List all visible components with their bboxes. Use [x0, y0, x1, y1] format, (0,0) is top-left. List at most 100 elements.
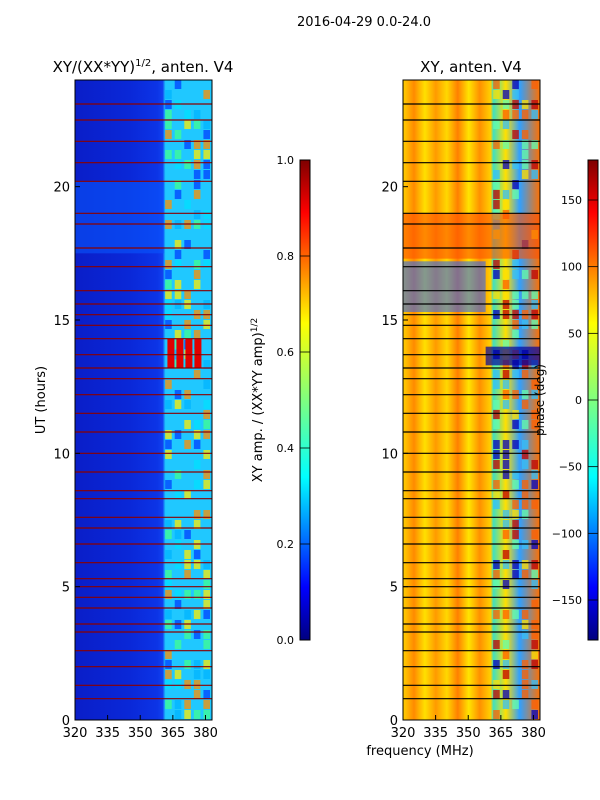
amp-texture-cell: [193, 330, 201, 339]
phase-texture-cell: [512, 410, 519, 419]
amp-texture-cell: [174, 680, 182, 689]
phase-texture-cell: [521, 160, 529, 169]
amp-texture-cell: [174, 520, 182, 529]
phase-texture-cell: [502, 470, 510, 479]
amp-colorbar-tick-label: 1.0: [277, 154, 295, 167]
amp-texture-cell: [203, 480, 210, 489]
phase-y-tick-label: 15: [381, 314, 398, 329]
amp-y-tick-label: 0: [62, 714, 70, 729]
amplitude-high-cell: [176, 338, 184, 368]
amplitude-panel-title: XY/(XX*YY)1/2, anten. V4: [53, 58, 234, 76]
phase-texture-cell: [521, 270, 529, 279]
amp-texture-cell: [184, 160, 191, 169]
amp-texture-cell: [193, 560, 201, 569]
amp-texture-cell: [193, 670, 201, 679]
amp-texture-cell: [174, 530, 182, 539]
amp-texture-cell: [174, 180, 182, 189]
phase-x-tick-label: 350: [456, 726, 481, 741]
phase-texture-cell: [531, 640, 538, 649]
phase-texture-cell: [531, 710, 538, 719]
amp-texture-cell: [193, 660, 201, 669]
amp-texture-cell: [193, 510, 201, 519]
amp-texture-cell: [174, 260, 182, 269]
amp-texture-cell: [165, 260, 172, 269]
phase-texture-cell: [502, 270, 510, 279]
amp-texture-cell: [165, 610, 172, 619]
phase-texture-cell: [493, 370, 500, 379]
phase-texture-cell: [531, 630, 538, 639]
phase-texture-cell: [512, 190, 519, 199]
amp-texture-cell: [184, 680, 191, 689]
amp-texture-cell: [193, 440, 201, 449]
amp-texture-cell: [165, 680, 172, 689]
amp-texture-cell: [193, 690, 201, 699]
amp-texture-cell: [203, 580, 210, 589]
phase-y-tick-label: 0: [390, 714, 398, 729]
amp-texture-cell: [203, 430, 210, 439]
amp-texture-cell: [184, 550, 191, 559]
phase-x-tick-label: 320: [391, 726, 416, 741]
phase-texture-cell: [493, 90, 500, 99]
phase-texture-cell: [512, 420, 519, 429]
amp-texture-cell: [203, 160, 210, 169]
amp-colorbar-tick-label: 0.8: [277, 250, 295, 263]
phase-texture-cell: [502, 580, 510, 589]
phase-texture-cell: [502, 520, 510, 529]
phase-y-ticks: 0 5 10 15 20: [381, 181, 408, 729]
amp-texture-cell: [184, 120, 191, 129]
phase-texture-cell: [512, 260, 519, 269]
phase-texture-cell: [531, 500, 538, 509]
phase-texture-cell: [512, 80, 519, 89]
amp-y-tick-label: 10: [53, 447, 70, 462]
amplitude-x-ticks: 320 335 350 365 380: [63, 715, 218, 741]
phase-y-tick-label: 10: [381, 447, 398, 462]
phase-texture-cell: [502, 650, 510, 659]
amp-texture-cell: [193, 210, 201, 219]
phase-texture-cell: [502, 700, 510, 709]
phase-texture-cell: [493, 410, 500, 419]
phase-texture-cell: [493, 380, 500, 389]
amp-texture-cell: [184, 140, 191, 149]
amp-texture-cell: [184, 710, 191, 719]
amp-texture-cell: [193, 120, 201, 129]
amp-texture-cell: [184, 330, 191, 339]
phase-texture-cell: [531, 470, 538, 479]
amp-x-tick-label: 350: [128, 726, 153, 741]
amp-texture-cell: [165, 120, 172, 129]
phase-texture-cell: [512, 500, 519, 509]
phase-texture-cell: [502, 510, 510, 519]
phase-texture-cell: [502, 530, 510, 539]
amp-texture-cell: [203, 660, 210, 669]
amp-texture-cell: [165, 520, 172, 529]
amp-texture-cell: [203, 420, 210, 429]
amp-texture-cell: [174, 290, 182, 299]
phase-texture-cell: [521, 690, 529, 699]
amp-texture-cell: [193, 370, 201, 379]
amp-texture-cell: [174, 670, 182, 679]
phase-texture-cell: [502, 370, 510, 379]
amp-x-tick-label: 335: [95, 726, 120, 741]
amp-texture-cell: [193, 680, 201, 689]
phase-texture-cell: [502, 160, 510, 169]
amp-texture-cell: [165, 110, 172, 119]
phase-texture-cell: [521, 480, 529, 489]
phase-texture-cell: [531, 650, 538, 659]
phase-texture-cell: [502, 290, 510, 299]
phase-texture-cell: [512, 370, 519, 379]
amp-texture-cell: [193, 610, 201, 619]
amplitude-high-cell: [185, 338, 193, 368]
phase-texture-cell: [521, 460, 529, 469]
phase-texture-cell: [502, 110, 510, 119]
phase-flagged-rows: [403, 103, 540, 700]
amp-colorbar-tick-label: 0.2: [277, 538, 295, 551]
amp-texture-cell: [165, 450, 172, 459]
amp-texture-cell: [184, 110, 191, 119]
phase-texture-cell: [512, 130, 519, 139]
amp-texture-cell: [165, 580, 172, 589]
phase-texture-cell: [521, 440, 529, 449]
amp-texture-cell: [174, 710, 182, 719]
phase-texture-cell: [502, 560, 510, 569]
amp-texture-cell: [203, 120, 210, 129]
amp-texture-cell: [203, 570, 210, 579]
